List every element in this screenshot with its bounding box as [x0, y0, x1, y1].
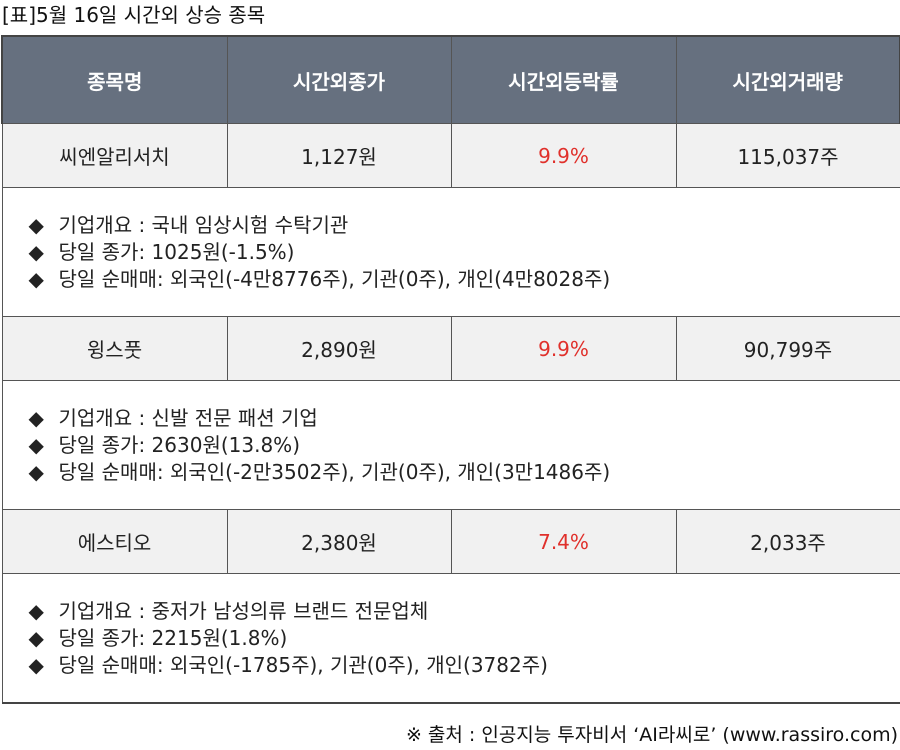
net-trading-text: 당일 순매매: 외국인(-2만3502주), 기관(0주), 개인(3만1486…	[58, 459, 611, 484]
diamond-bullet-icon: ◆	[28, 625, 44, 650]
table-header-row: 종목명 시간외종가 시간외등락률 시간외거래량	[1, 35, 900, 124]
header-stock-name: 종목명	[1, 35, 228, 124]
net-trading-line: ◆ 당일 순매매: 외국인(-2만3502주), 기관(0주), 개인(3만148…	[29, 459, 900, 486]
change-rate-cell: 7.4%	[450, 509, 677, 574]
day-close-text: 당일 종가: 2215원(1.8%)	[58, 625, 288, 650]
day-close-text: 당일 종가: 1025원(-1.5%)	[58, 239, 295, 264]
change-rate-cell: 9.9%	[450, 123, 677, 188]
after-hours-gainers-table: 종목명 시간외종가 시간외등락률 시간외거래량 씨엔알리서치 1,127원 9.…	[1, 35, 900, 704]
info-row: ◆ 기업개요 : 신발 전문 패션 기업 ◆ 당일 종가: 2630원(13.8%)…	[1, 380, 900, 510]
table-row: 윙스풋 2,890원 9.9% 90,799주	[1, 316, 900, 381]
diamond-bullet-icon: ◆	[28, 212, 44, 237]
company-overview-line: ◆ 기업개요 : 국내 임상시험 수탁기관	[29, 212, 900, 239]
source-note: ※ 출처 : 인공지능 투자비서 ‘AI라씨로’ (www.rassiro.co…	[405, 724, 898, 746]
header-volume: 시간외거래량	[675, 35, 900, 124]
header-close-price: 시간외종가	[226, 35, 452, 124]
diamond-bullet-icon: ◆	[28, 405, 44, 430]
volume-cell: 2,033주	[675, 509, 900, 574]
info-row: ◆ 기업개요 : 중저가 남성의류 브랜드 전문업체 ◆ 당일 종가: 2215원(…	[1, 573, 900, 704]
diamond-bullet-icon: ◆	[28, 266, 44, 291]
table-row: 씨엔알리서치 1,127원 9.9% 115,037주	[1, 123, 900, 188]
day-close-line: ◆ 당일 종가: 1025원(-1.5%)	[29, 239, 900, 266]
table-row: 에스티오 2,380원 7.4% 2,033주	[1, 509, 900, 574]
day-close-line: ◆ 당일 종가: 2630원(13.8%)	[29, 432, 900, 459]
company-overview-line: ◆ 기업개요 : 신발 전문 패션 기업	[29, 405, 900, 432]
volume-cell: 115,037주	[675, 123, 900, 188]
company-overview-line: ◆ 기업개요 : 중저가 남성의류 브랜드 전문업체	[29, 598, 900, 625]
diamond-bullet-icon: ◆	[28, 239, 44, 264]
volume-cell: 90,799주	[675, 316, 900, 381]
stock-name-cell: 윙스풋	[1, 316, 228, 381]
info-row: ◆ 기업개요 : 국내 임상시험 수탁기관 ◆ 당일 종가: 1025원(-1.5%…	[1, 187, 900, 317]
header-change-rate: 시간외등락률	[450, 35, 677, 124]
company-overview-text: 기업개요 : 국내 임상시험 수탁기관	[58, 212, 349, 237]
company-info-cell: ◆ 기업개요 : 중저가 남성의류 브랜드 전문업체 ◆ 당일 종가: 2215원(…	[1, 573, 900, 704]
net-trading-text: 당일 순매매: 외국인(-4만8776주), 기관(0주), 개인(4만8028…	[58, 266, 611, 291]
day-close-line: ◆ 당일 종가: 2215원(1.8%)	[29, 625, 900, 652]
net-trading-line: ◆ 당일 순매매: 외국인(-4만8776주), 기관(0주), 개인(4만802…	[29, 266, 900, 293]
stock-name-cell: 에스티오	[1, 509, 228, 574]
diamond-bullet-icon: ◆	[28, 598, 44, 623]
change-rate-cell: 9.9%	[450, 316, 677, 381]
net-trading-line: ◆ 당일 순매매: 외국인(-1785주), 기관(0주), 개인(3782주)	[29, 652, 900, 679]
diamond-bullet-icon: ◆	[28, 432, 44, 457]
diamond-bullet-icon: ◆	[28, 652, 44, 677]
company-overview-text: 기업개요 : 신발 전문 패션 기업	[58, 405, 318, 430]
day-close-text: 당일 종가: 2630원(13.8%)	[58, 432, 301, 457]
close-price-cell: 2,380원	[226, 509, 452, 574]
stock-name-cell: 씨엔알리서치	[1, 123, 228, 188]
close-price-cell: 1,127원	[226, 123, 452, 188]
company-overview-text: 기업개요 : 중저가 남성의류 브랜드 전문업체	[58, 598, 429, 623]
company-info-cell: ◆ 기업개요 : 신발 전문 패션 기업 ◆ 당일 종가: 2630원(13.8%)…	[1, 380, 900, 510]
table-caption: [표]5월 16일 시간외 상승 종목	[2, 3, 266, 27]
company-info-cell: ◆ 기업개요 : 국내 임상시험 수탁기관 ◆ 당일 종가: 1025원(-1.5%…	[1, 187, 900, 317]
diamond-bullet-icon: ◆	[28, 459, 44, 484]
net-trading-text: 당일 순매매: 외국인(-1785주), 기관(0주), 개인(3782주)	[58, 652, 548, 677]
close-price-cell: 2,890원	[226, 316, 452, 381]
